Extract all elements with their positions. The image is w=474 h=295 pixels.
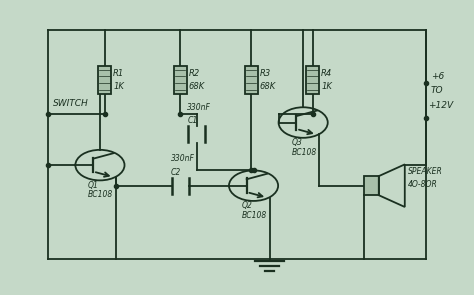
Text: SPEAKER: SPEAKER [408,167,443,176]
FancyBboxPatch shape [98,66,111,94]
Text: R4: R4 [321,68,332,78]
Text: Q3: Q3 [292,138,302,147]
Text: C1: C1 [187,116,198,125]
Text: 330nF: 330nF [187,103,211,112]
Text: 4O-8OR: 4O-8OR [408,180,438,189]
Text: 330nF: 330nF [171,155,195,163]
Bar [364,176,379,195]
Text: 68K: 68K [189,82,205,91]
Text: BC108: BC108 [292,148,317,157]
Text: BC108: BC108 [242,211,267,220]
FancyBboxPatch shape [306,66,319,94]
FancyBboxPatch shape [173,66,187,94]
Text: +6: +6 [431,71,444,81]
Text: R3: R3 [260,68,271,78]
Text: 1K: 1K [321,82,332,91]
Text: C2: C2 [171,168,181,177]
FancyBboxPatch shape [245,66,258,94]
Text: Q1: Q1 [88,181,99,190]
Text: SWITCH: SWITCH [53,99,89,108]
Text: 68K: 68K [260,82,276,91]
Text: R1: R1 [113,68,125,78]
Text: 1K: 1K [113,82,124,91]
Text: TO: TO [431,86,443,95]
Text: R2: R2 [189,68,200,78]
Text: BC108: BC108 [88,190,113,199]
Text: +12V: +12V [428,101,454,110]
Text: Q2: Q2 [242,201,253,210]
